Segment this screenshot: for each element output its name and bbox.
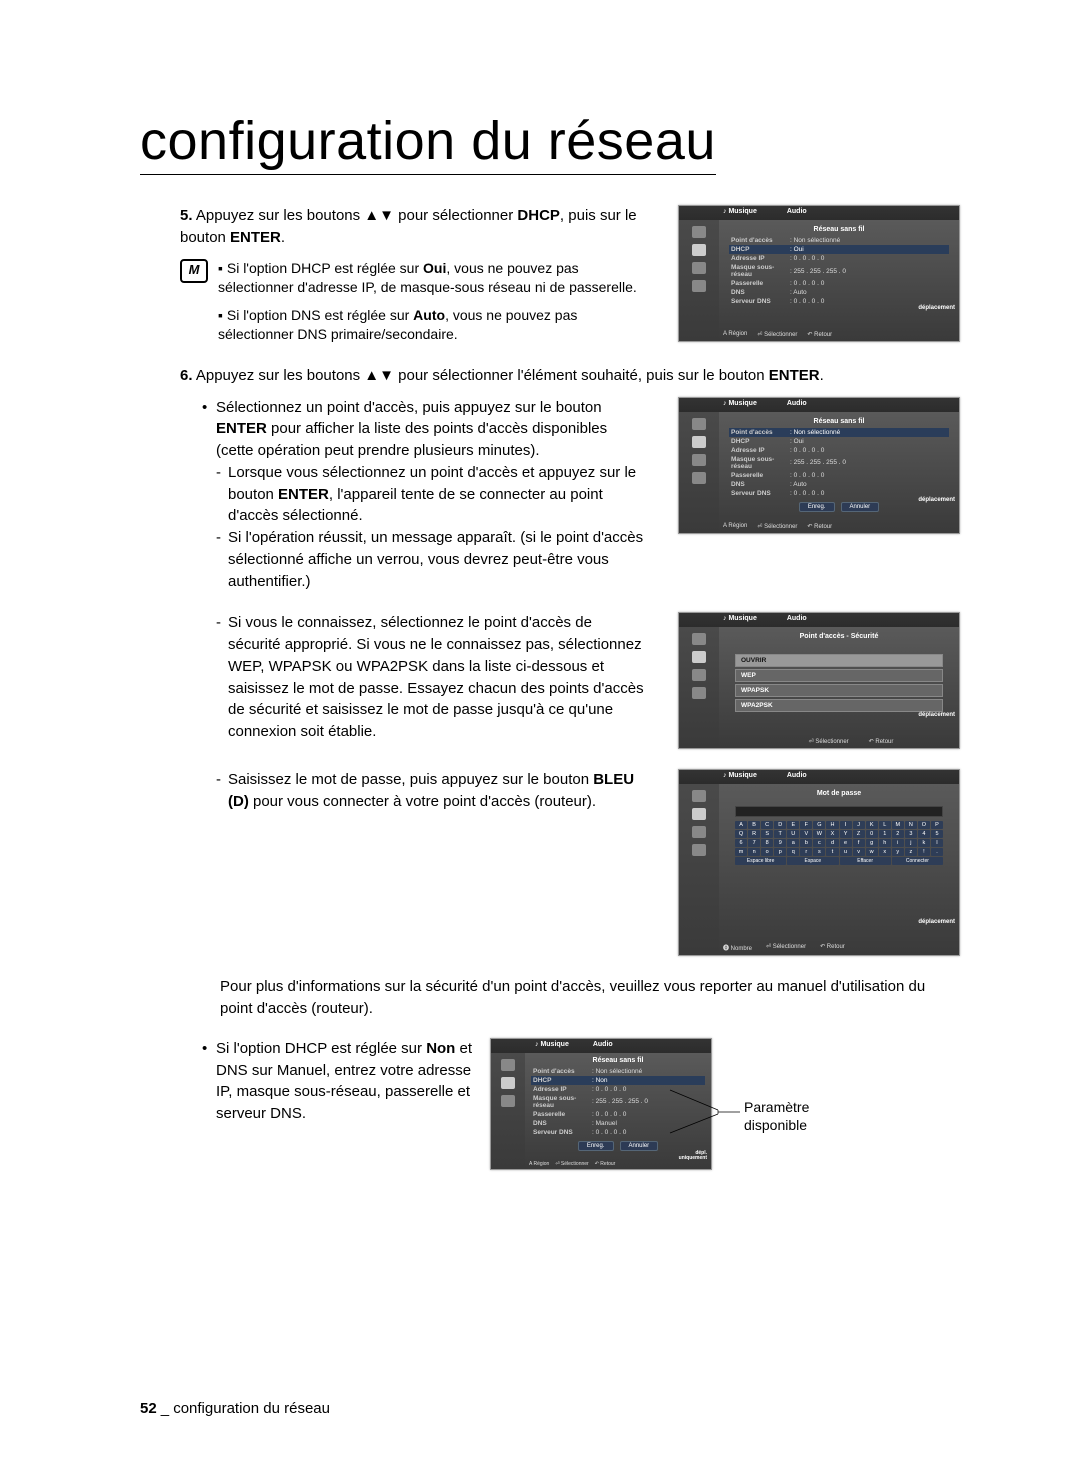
note-block: ▪ Si l'option DHCP est réglée sur Oui, v… (218, 259, 648, 345)
page-title: configuration du réseau (140, 110, 716, 175)
info-more: Pour plus d'informations sur la sécurité… (140, 976, 960, 1020)
screenshot-security: ♪ MusiqueAudio ① ② ③ Point d'accès - Séc… (678, 612, 960, 749)
screenshot-keyboard: ♪ MusiqueAudio ① ② ③ Mot de passe ABCDEF… (678, 769, 960, 956)
screenshot-point-acces: ♪ MusiqueAudio Réseau sans fil Point d'a… (678, 397, 960, 534)
sub-security: Si vous le connaissez, sélectionnez le p… (180, 612, 648, 743)
step-5: 5. Appuyez sur les boutons ▲▼ pour sélec… (140, 205, 648, 249)
bullet-select-ap: Sélectionnez un point d'accès, puis appu… (180, 397, 648, 462)
step-6-num: 6. (180, 367, 193, 384)
screenshot-dhcp-oui: ♪ MusiqueAudio Réseau sans fil Point d'a… (678, 205, 960, 342)
step-5-num: 5. (180, 207, 193, 224)
callout-label: Paramètre disponible (744, 1098, 844, 1134)
screenshot-dhcp-non: ♪ MusiqueAudio Réseau sans fil Point d'a… (490, 1038, 712, 1170)
page-footer: 52_ configuration du réseau (140, 1400, 330, 1417)
sub-password: Saisissez le mot de passe, puis appuyez … (180, 769, 648, 813)
sub-success: Si l'opération réussit, un message appar… (180, 527, 648, 592)
sub-connect: Lorsque vous sélectionnez un point d'acc… (180, 462, 648, 527)
bullet-dhcp-non: Si l'option DHCP est réglée sur Non et D… (180, 1038, 480, 1125)
foot-select: ⏎ Sélectionner (757, 331, 797, 338)
foot-region: A Région (723, 331, 747, 338)
foot-return: ↶ Retour (807, 331, 832, 338)
